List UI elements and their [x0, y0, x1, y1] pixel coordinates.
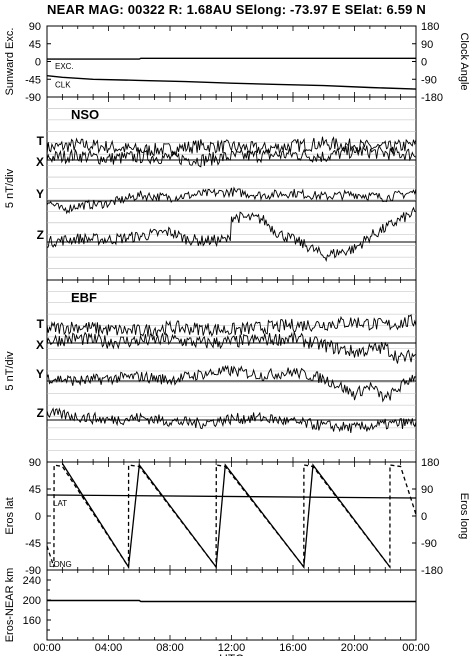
sunward-ytick-label: -90 — [25, 92, 41, 104]
nso-series-z — [46, 206, 417, 262]
ebf-series-x — [46, 331, 417, 364]
sunward-y2tick-label: -180 — [421, 92, 443, 104]
ebf-trace-label-z: Z — [37, 406, 44, 420]
eros-series-lat-0 — [46, 494, 417, 499]
ebf-panel-label: EBF — [71, 290, 97, 305]
distance-ytick-label: 240 — [23, 575, 41, 587]
eros-ytick-label: 90 — [29, 457, 41, 469]
sunward-ytick-label: 45 — [29, 39, 41, 51]
x-tick-label: 00:00 — [402, 642, 430, 654]
nso-panel-label: NSO — [71, 107, 99, 122]
sunward-y2tick-label: 90 — [421, 39, 433, 51]
eros-y2tick-label: 180 — [421, 457, 439, 469]
ebf-trace-label-x: X — [36, 338, 44, 352]
nso-series-x — [46, 144, 417, 168]
long-annotation: LONG — [49, 560, 72, 569]
clk-annotation: CLK — [55, 81, 71, 90]
ebf-trace-label-t: T — [37, 317, 45, 331]
eros-ytick-label: -45 — [25, 538, 41, 550]
sunward-series-exc — [47, 57, 416, 60]
nso-trace-label-y: Y — [36, 187, 44, 201]
eros-ytick-label: 0 — [35, 511, 41, 523]
x-tick-label: 08:00 — [156, 642, 184, 654]
x-tick-label: 00:00 — [33, 642, 61, 654]
eros-y2tick-label: 90 — [421, 484, 433, 496]
eros-y2tick-label: -90 — [421, 538, 437, 550]
sunward-series-clk — [46, 75, 417, 90]
eros-lat-label: Eros lat — [4, 497, 16, 534]
nso-ylabel: 5 nT/div — [4, 168, 16, 208]
sunward-y2tick-label: 0 — [421, 57, 427, 69]
x-tick-label: 16:00 — [279, 642, 307, 654]
eros-series-long-2 — [61, 463, 391, 569]
eros-long-label: Eros long — [458, 493, 470, 539]
plot-title: NEAR MAG: 00322 R: 1.68AU SElong: -73.97… — [47, 2, 426, 17]
eros-y2tick-label: 0 — [421, 511, 427, 523]
ebf-series-z — [46, 407, 417, 434]
x-tick-label: 20:00 — [341, 642, 369, 654]
eros-y2tick-label: -180 — [421, 565, 443, 577]
distance-series — [47, 599, 416, 603]
distance-panel — [46, 569, 417, 641]
sunward-ytick-label: 90 — [29, 21, 41, 33]
eros-ytick-label: -90 — [25, 565, 41, 577]
x-tick-label: 12:00 — [218, 642, 246, 654]
ebf-series-y — [46, 364, 417, 403]
sunward-y2tick-label: -90 — [421, 74, 437, 86]
clock-angle-label: Clock Angle — [458, 32, 470, 90]
nso-trace-label-x: X — [36, 155, 44, 169]
nso-trace-label-z: Z — [37, 228, 44, 242]
distance-ytick-label: 160 — [23, 615, 41, 627]
distance-ylabel: Eros-NEAR km — [4, 568, 16, 643]
x-axis-label: UTC — [219, 652, 244, 656]
ebf-trace-label-y: Y — [36, 367, 44, 381]
sunward-ytick-label: -45 — [25, 74, 41, 86]
ebf-series-t — [46, 313, 417, 337]
lat-annotation: LAT — [53, 499, 67, 508]
nso-series-y — [46, 186, 417, 215]
x-tick-label: 04:00 — [95, 642, 123, 654]
ebf-ylabel: 5 nT/div — [4, 351, 16, 391]
distance-ytick-label: 200 — [23, 595, 41, 607]
exc-annotation: EXC. — [55, 62, 74, 71]
sunward-ytick-label: 0 — [35, 57, 41, 69]
nso-series-t — [46, 136, 417, 157]
eros-ytick-label: 45 — [29, 484, 41, 496]
eros-panel — [46, 461, 417, 571]
sunward-ylabel: Sunward Exc. — [4, 28, 16, 96]
nso-trace-label-t: T — [37, 134, 45, 148]
eros-series-long-1 — [46, 464, 417, 570]
sunward-y2tick-label: 180 — [421, 21, 439, 33]
sunward-panel — [46, 25, 417, 98]
